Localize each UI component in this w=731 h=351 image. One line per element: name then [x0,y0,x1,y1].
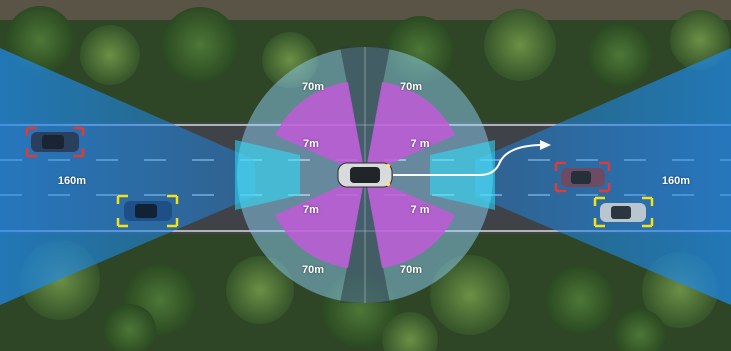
detected-vehicle-top-right [554,161,611,193]
mid-range-label-top-right: 70m [399,81,423,93]
detected-vehicle-top-left [25,126,85,158]
short-range-label-top-right: 7 m [410,138,430,150]
short-range-coverage [275,82,455,268]
detected-vehicle-bottom-left [116,194,179,228]
warning-box [25,126,85,158]
warning-box [554,161,611,193]
tracked-box [593,196,654,228]
top-road-strip [0,0,731,20]
tracked-box [116,194,179,228]
mid-range-label-top-left: 70m [301,81,325,93]
long-range-label-right: 160m [661,175,691,187]
mid-range-label-bottom-left: 70m [301,264,325,276]
mid-range-label-bottom-right: 70m [399,264,423,276]
short-range-label-bottom-left: 7m [303,204,319,216]
short-range-label-bottom-right: 7 m [410,204,430,216]
long-range-label-left: 160m [57,175,87,187]
short-range-label-top-left: 7m [303,138,319,150]
detected-vehicle-bottom-right [593,196,654,228]
lane-change-arrow [393,140,551,176]
ego-vehicle [337,162,393,188]
